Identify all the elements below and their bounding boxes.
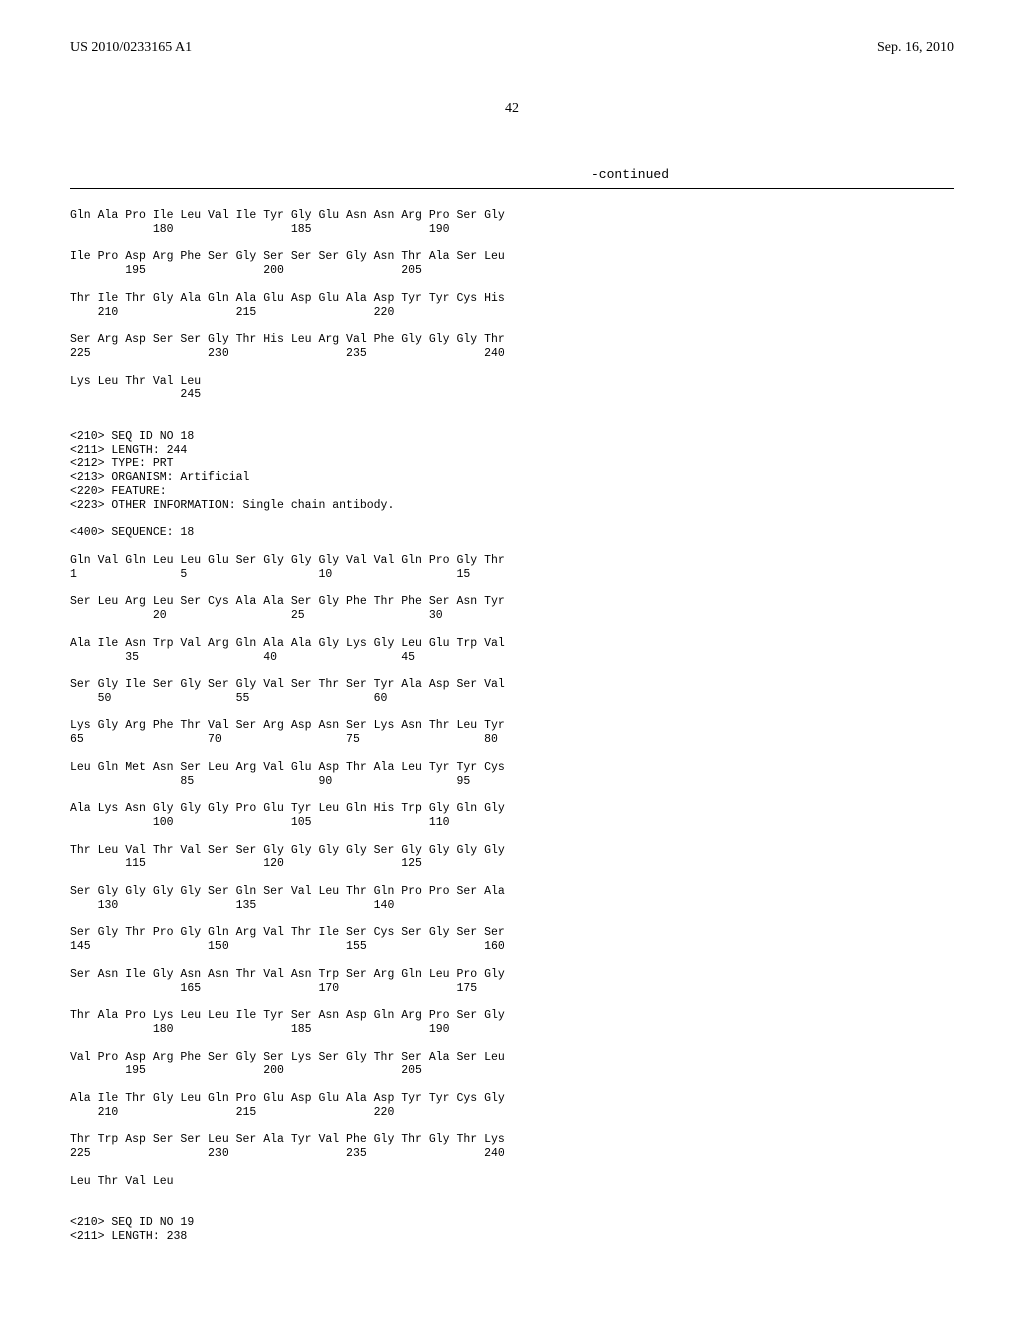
page-header: US 2010/0233165 A1 Sep. 16, 2010 bbox=[70, 40, 954, 56]
sequence-listing: Gln Ala Pro Ile Leu Val Ile Tyr Gly Glu … bbox=[70, 209, 954, 1244]
continued-label: -continued bbox=[70, 167, 954, 182]
publication-number: US 2010/0233165 A1 bbox=[70, 40, 192, 56]
page-number: 42 bbox=[70, 101, 954, 117]
divider-line bbox=[70, 188, 954, 189]
publication-date: Sep. 16, 2010 bbox=[877, 40, 954, 56]
